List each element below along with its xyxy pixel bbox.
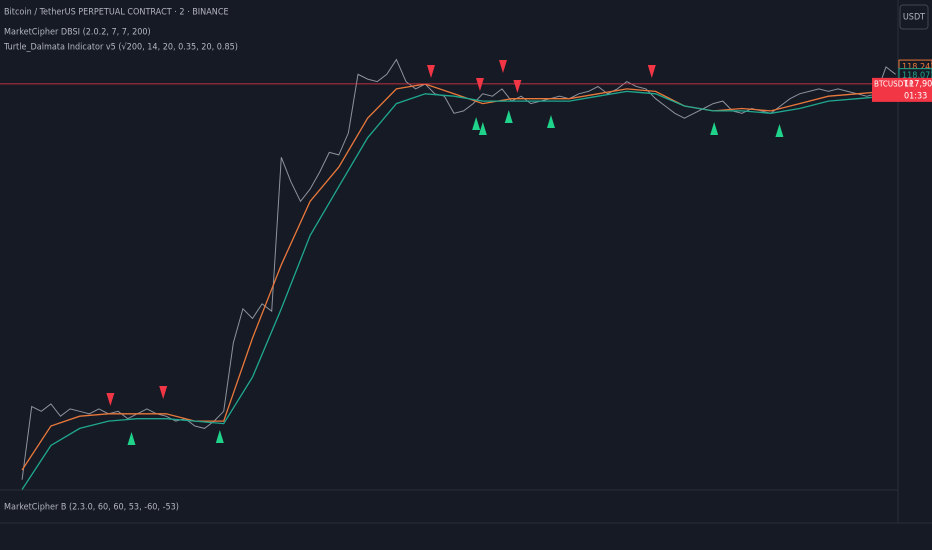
buy-signal [472, 117, 481, 131]
buy-signal [504, 109, 513, 123]
sell-signal [475, 78, 484, 92]
marks-layer [106, 59, 784, 446]
chart-title: Bitcoin / TetherUS PERPETUAL CONTRACT · … [4, 8, 229, 18]
currency-button[interactable] [899, 4, 929, 30]
sell-signal [513, 80, 522, 94]
sell-signal [106, 393, 115, 407]
last-price-box [872, 77, 932, 102]
currency-button-label[interactable]: USDT [903, 13, 925, 23]
series-line [21, 90, 896, 490]
buy-signal [710, 121, 719, 135]
price-label: 118,247.0 [902, 63, 932, 73]
lines-layer [0, 58, 898, 490]
buy-signal [478, 121, 487, 135]
sell-signal [159, 386, 168, 400]
buy-signal [215, 430, 224, 444]
sell-signal [498, 59, 507, 73]
sell-signal [427, 65, 436, 79]
buy-signal [775, 123, 784, 137]
lower-pane-label: MarketCipher B (2.3.0, 60, 60, 53, -60, … [4, 503, 179, 513]
sell-signal [647, 65, 656, 79]
buy-signal [546, 115, 555, 129]
last-price-label: 117,902.8 [904, 79, 932, 89]
indicator-label: MarketCipher DBSI (2.0.2, 7, 7, 200) [4, 28, 151, 38]
last-price-countdown: 01:33 [904, 91, 927, 101]
indicator-label: Turtle_Dalmata Indicator v5 (√200, 14, 2… [3, 42, 238, 53]
last-price-symbol: BTCUSDT.P [874, 79, 914, 88]
buy-signal [127, 432, 136, 446]
price-label: 118,071.3 [902, 71, 932, 81]
